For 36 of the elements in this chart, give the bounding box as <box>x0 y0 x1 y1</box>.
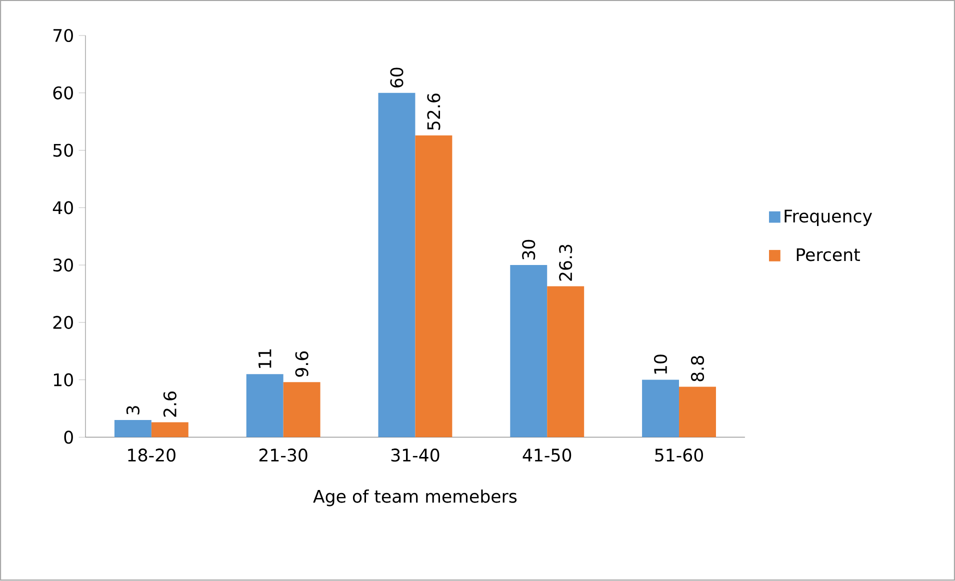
x-tick-label: 41-50 <box>522 448 572 462</box>
data-label: 10 <box>654 354 668 374</box>
bar <box>642 380 680 438</box>
data-label: 2.6 <box>163 392 176 417</box>
y-tick-label: 0 <box>64 430 73 444</box>
y-tick-label: 70 <box>53 29 73 42</box>
x-tick-label: 31-40 <box>391 448 440 462</box>
bar <box>378 93 416 438</box>
bar <box>679 386 716 438</box>
bar <box>547 286 584 438</box>
x-tick-label: 51-60 <box>655 448 704 462</box>
data-label: 26.3 <box>559 245 572 281</box>
data-label: 8.8 <box>690 356 704 382</box>
y-tick-label: 60 <box>53 86 73 100</box>
y-tick-label: 40 <box>52 201 73 214</box>
y-tick-label: 30 <box>53 258 73 272</box>
data-label: 3 <box>126 406 140 415</box>
bar <box>283 382 320 438</box>
data-label: 9.6 <box>295 352 308 377</box>
x-tick-label: 21-30 <box>259 448 308 462</box>
y-tick-label: 10 <box>54 373 73 387</box>
x-tick-label: 18-20 <box>128 448 176 462</box>
data-label: 30 <box>522 240 536 260</box>
bar <box>510 265 548 438</box>
bar <box>415 136 452 438</box>
data-label: 52.6 <box>427 94 440 130</box>
data-label: 11 <box>258 350 272 368</box>
legend-label: Percent <box>796 248 860 262</box>
x-axis-title: Age of team memebers <box>313 490 517 506</box>
y-tick-label: 20 <box>53 316 73 330</box>
bar <box>114 420 152 438</box>
y-tick-label: 50 <box>53 144 73 158</box>
data-label: 60 <box>390 68 404 88</box>
legend-label: Frequency <box>784 210 872 226</box>
bar <box>246 374 284 438</box>
bar <box>151 422 188 438</box>
